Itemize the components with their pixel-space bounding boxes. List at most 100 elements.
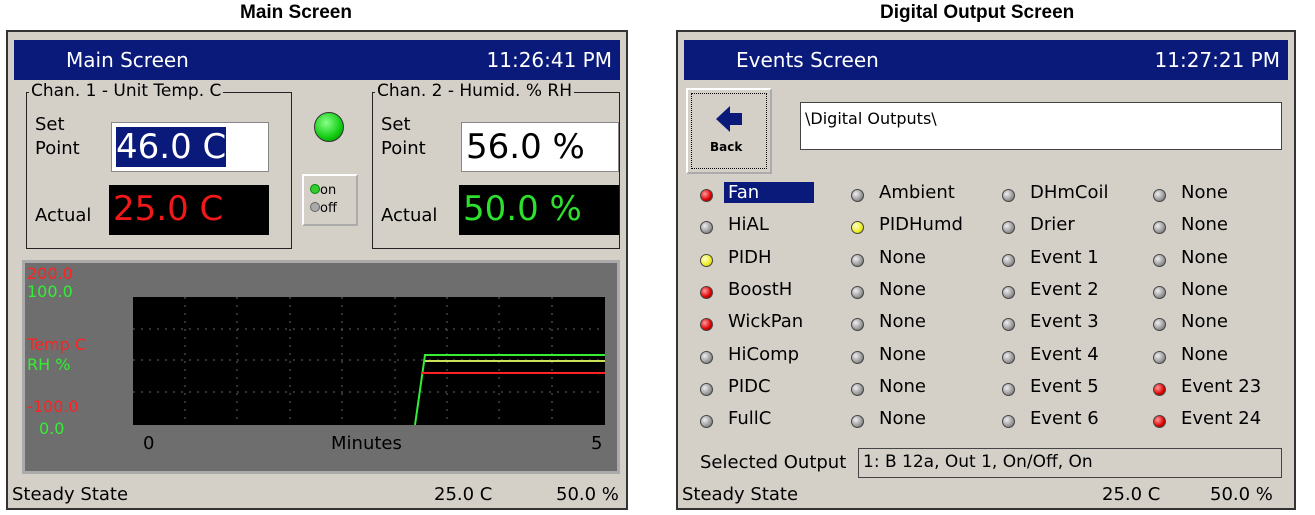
clock: 11:26:41 PM bbox=[486, 48, 613, 72]
output-led bbox=[1153, 285, 1166, 299]
output-led bbox=[700, 253, 713, 267]
output-name[interactable]: None bbox=[879, 311, 926, 333]
output-led bbox=[1153, 350, 1166, 364]
off-label: off bbox=[320, 201, 337, 216]
x-label: 0 bbox=[143, 433, 155, 454]
output-name[interactable]: FullC bbox=[728, 408, 772, 430]
output-name[interactable]: Drier bbox=[1030, 214, 1075, 236]
axis-label: 0.0 bbox=[39, 419, 65, 438]
output-name[interactable]: Ambient bbox=[879, 182, 955, 203]
set-point-value: 46.0 C bbox=[116, 127, 227, 167]
selected-label: Selected Output bbox=[700, 452, 847, 473]
label: Actual bbox=[35, 205, 92, 226]
output-led bbox=[700, 318, 713, 332]
label: Actual bbox=[381, 205, 438, 226]
status-rh: 50.0 % bbox=[556, 484, 619, 505]
channel-1: Chan. 1 - Unit Temp. C Set Point 46.0 C … bbox=[26, 81, 292, 249]
output-led bbox=[1002, 189, 1015, 202]
output-name[interactable]: Event 1 bbox=[1030, 246, 1099, 268]
output-led bbox=[1002, 318, 1015, 332]
output-led bbox=[700, 350, 713, 364]
output-name[interactable]: Event 3 bbox=[1030, 311, 1099, 333]
output-led bbox=[1002, 253, 1015, 267]
output-name[interactable]: None bbox=[1181, 278, 1228, 300]
group-label: Chan. 2 - Humid. % RH bbox=[375, 81, 574, 101]
output-led bbox=[851, 221, 864, 235]
output-led bbox=[700, 382, 713, 396]
label: Set Point bbox=[35, 114, 80, 159]
selected-output: 1: B 12a, Out 1, On/Off, On bbox=[858, 448, 1282, 478]
output-led bbox=[851, 350, 864, 364]
axis-label: 200.0 bbox=[27, 264, 73, 283]
output-name[interactable]: HiComp bbox=[728, 343, 800, 365]
status-led bbox=[314, 112, 344, 142]
output-name[interactable]: None bbox=[1181, 214, 1228, 236]
output-name[interactable]: None bbox=[1181, 246, 1228, 268]
output-led bbox=[1002, 415, 1015, 429]
title-bar: Main Screen 11:26:41 PM bbox=[14, 40, 620, 80]
trend-chart: 200.0 100.0 Temp C RH % -100.0 0.0 0 Min… bbox=[22, 260, 620, 474]
output-led bbox=[1002, 382, 1015, 396]
output-led bbox=[1153, 415, 1166, 429]
output-led bbox=[700, 189, 713, 202]
status-temp: 25.0 C bbox=[1102, 484, 1161, 505]
label: Set Point bbox=[381, 114, 426, 159]
axis-label: Temp C bbox=[27, 335, 86, 354]
output-led bbox=[851, 415, 864, 429]
output-name[interactable]: Event 6 bbox=[1030, 408, 1099, 430]
output-name[interactable]: Event 2 bbox=[1030, 278, 1099, 300]
output-name[interactable]: None bbox=[879, 408, 926, 430]
x-label: 5 bbox=[591, 433, 603, 454]
output-name[interactable]: Event 5 bbox=[1030, 375, 1099, 397]
caption: Digital Output Screen bbox=[880, 2, 1075, 23]
plot-area bbox=[133, 297, 605, 425]
path-field: \Digital Outputs\ bbox=[800, 102, 1282, 150]
output-name[interactable]: DHmCoil bbox=[1030, 182, 1109, 203]
x-label: Minutes bbox=[331, 433, 402, 454]
output-name[interactable]: Event 4 bbox=[1030, 343, 1099, 365]
status-rh: 50.0 % bbox=[1210, 484, 1273, 505]
output-name[interactable]: None bbox=[1181, 311, 1228, 333]
status-temp: 25.0 C bbox=[434, 484, 493, 505]
clock: 11:27:21 PM bbox=[1154, 48, 1281, 72]
output-name[interactable]: WickPan bbox=[728, 311, 804, 333]
output-name[interactable]: None bbox=[879, 375, 926, 397]
output-name[interactable]: Event 24 bbox=[1181, 408, 1262, 430]
set-point-value[interactable]: 56.0 % bbox=[461, 122, 619, 172]
output-name[interactable]: None bbox=[879, 246, 926, 268]
channel-2: Chan. 2 - Humid. % RH Set Point 56.0 % A… bbox=[372, 81, 620, 249]
output-name[interactable]: None bbox=[1181, 182, 1228, 203]
status-state: Steady State bbox=[12, 484, 129, 505]
axis-label: 100.0 bbox=[27, 282, 73, 301]
output-led bbox=[1153, 318, 1166, 332]
actual-value: 50.0 % bbox=[459, 185, 619, 235]
output-name[interactable]: BoostH bbox=[728, 278, 793, 300]
back-label: Back bbox=[710, 140, 743, 154]
output-led bbox=[851, 382, 864, 396]
on-off-button[interactable]: on off bbox=[302, 174, 358, 226]
output-led bbox=[851, 318, 864, 332]
output-name[interactable]: HiAL bbox=[728, 214, 769, 236]
set-point-input[interactable]: 46.0 C bbox=[111, 122, 269, 172]
output-name[interactable]: Fan bbox=[724, 182, 814, 203]
axis-label: RH % bbox=[27, 355, 71, 374]
axis-label: -100.0 bbox=[27, 397, 79, 416]
output-name[interactable]: None bbox=[879, 278, 926, 300]
output-led bbox=[851, 253, 864, 267]
output-name[interactable]: None bbox=[1181, 343, 1228, 365]
output-name[interactable]: PIDHumd bbox=[879, 214, 963, 236]
title-bar: Events Screen 11:27:21 PM bbox=[684, 40, 1288, 80]
output-name[interactable]: Event 23 bbox=[1181, 375, 1262, 397]
output-led bbox=[1002, 221, 1015, 235]
group-label: Chan. 1 - Unit Temp. C bbox=[29, 81, 224, 101]
on-label: on bbox=[320, 183, 337, 198]
actual-value: 25.0 C bbox=[109, 185, 269, 235]
output-name[interactable]: PIDC bbox=[728, 375, 771, 397]
output-name[interactable]: None bbox=[879, 343, 926, 365]
output-led bbox=[1153, 382, 1166, 396]
output-led bbox=[1002, 350, 1015, 364]
back-button[interactable]: Back bbox=[686, 88, 772, 174]
output-led bbox=[700, 221, 713, 235]
output-name[interactable]: PIDH bbox=[728, 246, 772, 268]
